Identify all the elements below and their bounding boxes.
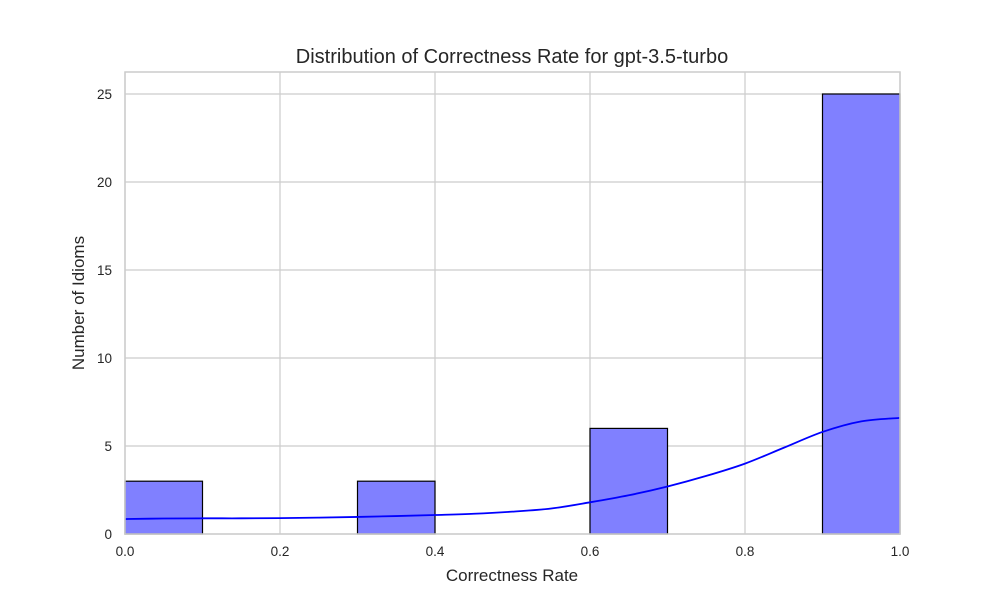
histogram-bars <box>124 93 901 535</box>
axes-frame <box>124 71 901 535</box>
x-tick-label: 0.0 <box>116 544 135 559</box>
histogram-bar-3 <box>821 93 901 535</box>
y-tick-label: 0 <box>104 527 112 542</box>
x-tick-labels: 0.0 0.2 0.4 0.6 0.8 1.0 <box>116 544 910 559</box>
histogram-bar-0 <box>124 480 204 535</box>
y-tick-labels: 0 5 10 15 20 25 <box>97 87 112 542</box>
y-axis-label: Number of Idioms <box>69 236 88 370</box>
x-tick-label: 1.0 <box>891 544 910 559</box>
y-tick-label: 15 <box>97 263 112 278</box>
x-axis-label: Correctness Rate <box>446 566 578 585</box>
histogram-bar-1 <box>356 480 436 535</box>
plot-border <box>124 71 901 535</box>
x-tick-label: 0.8 <box>736 544 755 559</box>
histogram-bar-2 <box>589 427 669 535</box>
kde-curve-group <box>124 416 901 520</box>
x-tick-label: 0.2 <box>271 544 290 559</box>
y-tick-label: 5 <box>104 439 112 454</box>
y-tick-label: 25 <box>97 87 112 102</box>
y-tick-label: 10 <box>97 351 112 366</box>
grid-lines <box>124 72 901 535</box>
x-tick-label: 0.4 <box>426 544 445 559</box>
x-tick-label: 0.6 <box>581 544 600 559</box>
chart-title: Distribution of Correctness Rate for gpt… <box>296 46 728 68</box>
y-tick-label: 20 <box>97 175 112 190</box>
kde-curve <box>124 416 901 520</box>
